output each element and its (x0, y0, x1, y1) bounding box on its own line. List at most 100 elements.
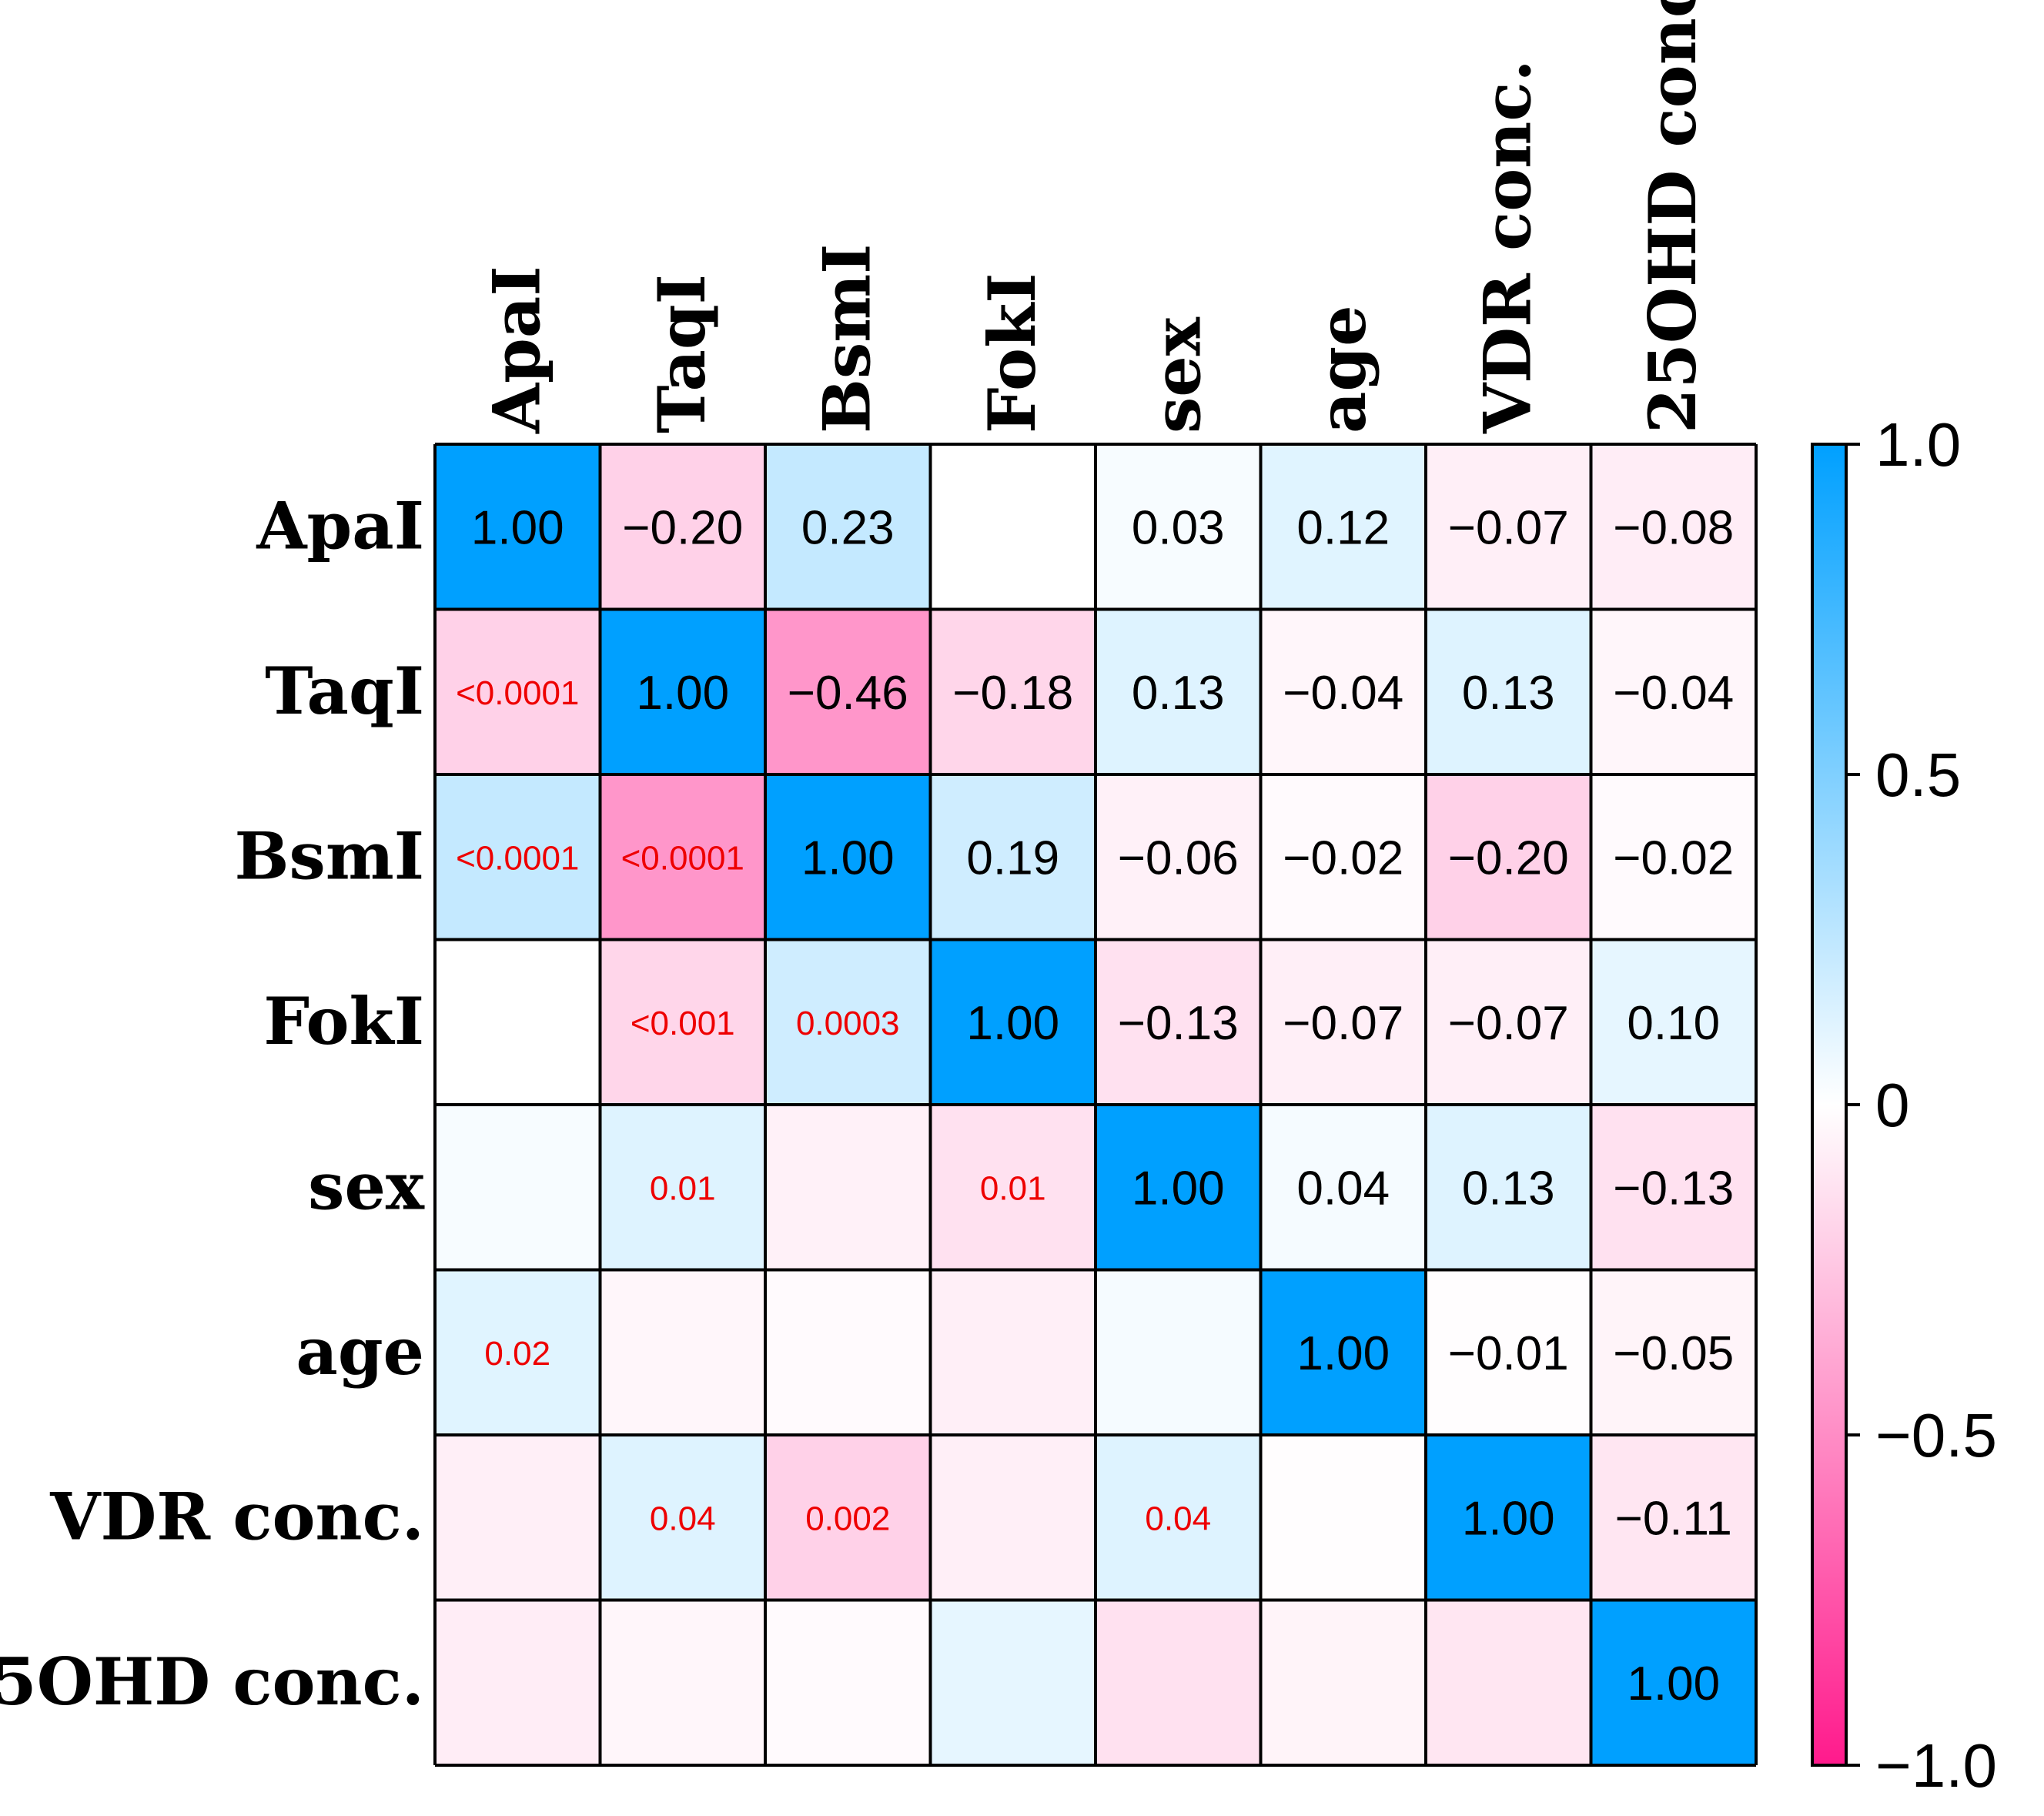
row-label-2: BsmI (235, 818, 424, 894)
cell-value-1-6: 0.13 (1462, 667, 1555, 720)
cell-value-1-2: −0.46 (788, 667, 908, 720)
colorbar-tick-label-4: −1.0 (1875, 1731, 1997, 1800)
heatmap-cell-3-1 (600, 939, 765, 1105)
heatmap-cell-7-0 (435, 1600, 600, 1765)
column-label-0: ApaI (478, 266, 554, 434)
cell-value-4-7: −0.13 (1613, 1162, 1734, 1215)
heatmap-cell-0-7 (1591, 444, 1756, 610)
colorbar: 1.0 0.5 0 −0.5 −1.0 (1811, 410, 1997, 1800)
colorbar-bar (1811, 443, 1848, 1767)
heatmap-cell-4-7 (1591, 1105, 1756, 1270)
heatmap-cell-4-4 (1096, 1105, 1261, 1270)
cell-value-3-5: −0.07 (1283, 997, 1403, 1050)
heatmap-cell-labels: 1.00 −0.20 0.23 0.03 0.12 −0.07 −0.08 <0.0001 1.… (456, 501, 1734, 1711)
column-label-1: TaqI (644, 274, 720, 433)
heatmap-cell-1-6 (1426, 609, 1591, 774)
row-label-0: ApaI (256, 487, 424, 564)
column-label-5: age (1304, 305, 1380, 433)
heatmap-cell-2-7 (1591, 774, 1756, 940)
heatmap-cell-4-5 (1260, 1105, 1426, 1270)
heatmap-cell-6-2 (765, 1435, 931, 1600)
colorbar-tick-label-2: 0 (1875, 1071, 1910, 1139)
cell-value-1-7: −0.04 (1613, 667, 1734, 720)
heatmap-cell-4-3 (930, 1105, 1096, 1270)
cell-value-4-4: 1.00 (1132, 1162, 1225, 1215)
heatmap-cell-5-6 (1426, 1269, 1591, 1435)
heatmap-cell-7-5 (1260, 1600, 1426, 1765)
heatmap-cell-1-1 (600, 609, 765, 774)
cell-value-0-7: −0.08 (1613, 501, 1734, 554)
heatmap-cell-2-4 (1096, 774, 1261, 940)
cell-value-3-6: −0.07 (1448, 997, 1569, 1050)
heatmap-cell-6-1 (600, 1435, 765, 1600)
row-labels: ApaI TaqI BsmI FokI sex age VDR conc. 25OHD con… (0, 487, 425, 1720)
heatmap-cell-3-4 (1096, 939, 1261, 1105)
cell-value-2-7: −0.02 (1613, 831, 1734, 885)
heatmap-cell-5-3 (930, 1269, 1096, 1435)
cell-value-1-3: −0.18 (952, 667, 1073, 720)
cell-value-0-1: −0.20 (622, 501, 743, 554)
heatmap-cell-0-6 (1426, 444, 1591, 610)
heatmap-cell-6-7 (1591, 1435, 1756, 1600)
colorbar-tick-label-3: −0.5 (1875, 1401, 1997, 1470)
cell-value-7-7: 1.00 (1627, 1657, 1720, 1711)
cell-p-value-4-1: 0.01 (650, 1169, 716, 1207)
heatmap-cell-1-3 (930, 609, 1096, 774)
heatmap-cell-0-3 (930, 444, 1096, 610)
row-label-6: VDR conc. (49, 1478, 424, 1554)
colorbar-tick-label-0: 1.0 (1875, 410, 1961, 479)
cell-p-value-6-2: 0.002 (805, 1500, 890, 1537)
heatmap-cell-3-2 (765, 939, 931, 1105)
cell-value-1-1: 1.00 (636, 667, 729, 720)
heatmap-cell-2-6 (1426, 774, 1591, 940)
heatmap-cell-5-7 (1591, 1269, 1756, 1435)
row-label-1: TaqI (265, 653, 424, 729)
cell-value-0-5: 0.12 (1296, 501, 1390, 554)
heatmap-cell-2-2 (765, 774, 931, 940)
heatmap-cell-5-2 (765, 1269, 931, 1435)
heatmap-cell-5-5 (1260, 1269, 1426, 1435)
heatmap-cell-6-3 (930, 1435, 1096, 1600)
cell-value-4-5: 0.04 (1296, 1162, 1390, 1215)
heatmap-cell-2-5 (1260, 774, 1426, 940)
heatmap-cell-3-7 (1591, 939, 1756, 1105)
column-label-6: VDR conc. (1469, 59, 1545, 434)
cell-p-value-4-3: 0.01 (980, 1169, 1046, 1207)
heatmap-cell-0-1 (600, 444, 765, 610)
heatmap-cell-3-5 (1260, 939, 1426, 1105)
column-label-4: sex (1139, 316, 1215, 433)
cell-value-4-6: 0.13 (1462, 1162, 1555, 1215)
cell-value-1-4: 0.13 (1132, 667, 1225, 720)
cell-value-6-6: 1.00 (1462, 1492, 1555, 1545)
heatmap-cell-2-1 (600, 774, 765, 940)
heatmap-cell-4-0 (435, 1105, 600, 1270)
heatmap-cell-2-3 (930, 774, 1096, 940)
cell-value-2-6: −0.20 (1448, 831, 1569, 885)
column-label-7: 25OHD conc. (1634, 0, 1711, 433)
heatmap-cell-4-2 (765, 1105, 931, 1270)
cell-value-5-5: 1.00 (1296, 1327, 1390, 1380)
heatmap-cell-7-4 (1096, 1600, 1261, 1765)
cell-value-0-0: 1.00 (471, 501, 564, 554)
heatmap-cell-7-6 (1426, 1600, 1591, 1765)
cell-value-5-7: −0.05 (1613, 1327, 1734, 1380)
heatmap-cell-0-5 (1260, 444, 1426, 610)
cell-value-1-5: −0.04 (1283, 667, 1403, 720)
heatmap-cell-1-5 (1260, 609, 1426, 774)
cell-value-2-4: −0.06 (1118, 831, 1239, 885)
heatmap-cell-5-4 (1096, 1269, 1261, 1435)
cell-value-0-6: −0.07 (1448, 501, 1569, 554)
heatmap-cell-3-0 (435, 939, 600, 1105)
heatmap-cell-0-0 (435, 444, 600, 610)
cell-p-value-6-1: 0.04 (650, 1500, 716, 1537)
cell-p-value-3-2: 0.0003 (796, 1005, 900, 1042)
cell-value-5-6: −0.01 (1448, 1327, 1569, 1380)
heatmap-cell-6-6 (1426, 1435, 1591, 1600)
column-label-3: FokI (974, 273, 1050, 433)
cell-value-6-7: −0.11 (1615, 1492, 1732, 1545)
row-label-4: sex (308, 1148, 425, 1224)
heatmap-cell-1-7 (1591, 609, 1756, 774)
heatmap-cell-3-6 (1426, 939, 1591, 1105)
heatmap-cell-6-5 (1260, 1435, 1426, 1600)
cell-p-value-2-1: <0.0001 (621, 839, 744, 877)
